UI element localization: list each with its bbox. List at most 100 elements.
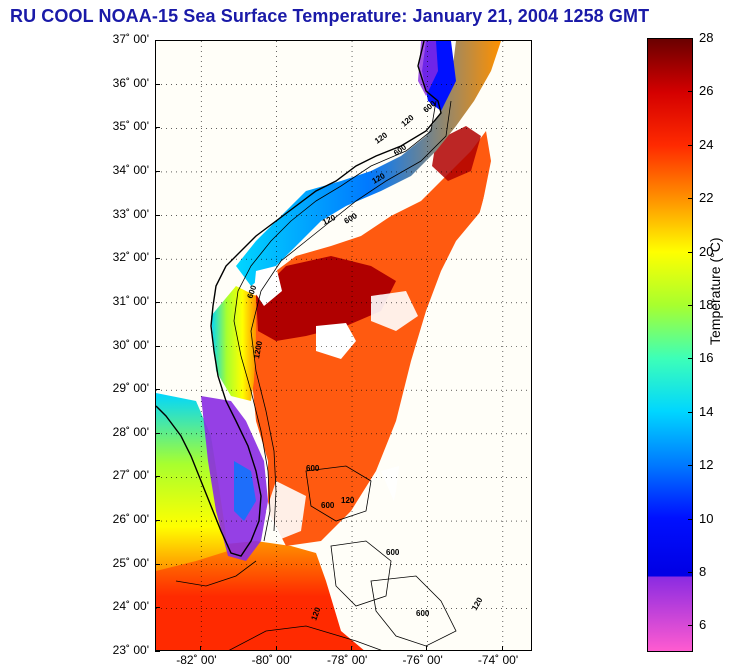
isobath-label: 600	[386, 548, 400, 557]
sst-north-shelf	[236, 41, 501, 286]
colorbar-tick-label: 16	[699, 350, 714, 366]
sst-florida-blue-patch	[234, 461, 256, 521]
lon-tick	[501, 646, 503, 651]
lat-label: 34˚ 00'	[112, 162, 149, 177]
sst-map: 120 600 120 600 120 600 120 600 1200 600 600 120 600…	[155, 40, 532, 651]
lat-label: 30˚ 00'	[112, 337, 149, 352]
sst-gulf-stream	[251, 131, 491, 546]
colorbar-tick-label: 8	[699, 563, 707, 579]
us-east-coastline	[156, 41, 442, 557]
colorbar-tick	[688, 304, 693, 306]
colorbar-tick	[688, 465, 693, 467]
lat-label: 23˚ 00'	[112, 643, 149, 657]
lat-tick	[155, 476, 160, 478]
lon-label: -74˚ 00'	[477, 653, 519, 667]
lat-tick	[155, 301, 160, 303]
sst-shelf-gradient	[211, 286, 256, 401]
lon-label: -76˚ 00'	[402, 653, 443, 667]
isobath-label: 1200	[252, 340, 264, 360]
lat-tick	[155, 563, 160, 565]
colorbar-tick	[688, 518, 693, 520]
lat-tick	[155, 651, 160, 652]
isobath-120	[233, 100, 437, 542]
colorbar-tick	[688, 571, 693, 573]
cuba-coast	[228, 625, 382, 650]
isobath-label: 120	[400, 113, 416, 129]
lat-tick	[155, 83, 160, 85]
lon-tick	[275, 646, 277, 651]
colorbar-tick	[688, 411, 693, 413]
cloud-gap-1	[254, 266, 282, 306]
bahamas-bank-1	[305, 465, 372, 522]
colorbar-tick	[688, 358, 693, 360]
sst-warm-south-region	[156, 541, 364, 650]
lat-tick	[155, 127, 160, 129]
colorbar-tick	[688, 198, 693, 200]
isobath-label: 600	[306, 464, 320, 473]
colorbar-tick-label: 28	[699, 30, 714, 45]
lat-label: 33˚ 00'	[112, 206, 149, 221]
lat-tick	[155, 40, 160, 41]
colorbar-tick-label: 18	[699, 296, 714, 312]
colorbar-tick-label: 6	[699, 617, 707, 633]
colorbar-tick-label: 14	[699, 403, 714, 419]
isobath-label: 120	[341, 496, 355, 505]
lat-tick	[155, 258, 160, 260]
colorbar-tick-label: 26	[699, 83, 714, 99]
lon-label: -80˚ 00'	[251, 653, 292, 667]
lat-label: 28˚ 00'	[112, 424, 149, 439]
colorbar-tick	[688, 144, 693, 146]
lon-label: -82˚ 00'	[176, 653, 217, 667]
isobath-label: 600	[245, 284, 258, 300]
isobath-600	[250, 100, 452, 532]
lat-label: 24˚ 00'	[112, 599, 149, 614]
cloud-gap-2	[316, 323, 356, 359]
colorbar-tick-label: 20	[699, 243, 714, 259]
lat-label: 26˚ 00'	[112, 512, 149, 527]
florida-keys-contour	[175, 560, 257, 587]
colorbar-tick	[688, 251, 693, 253]
lat-label: 36˚ 00'	[112, 75, 149, 90]
temperature-colorbar	[647, 38, 693, 652]
lat-tick	[155, 389, 160, 391]
lat-label: 25˚ 00'	[112, 555, 149, 570]
colorbar-tick-label: 12	[699, 457, 714, 473]
lat-label: 37˚ 00'	[112, 32, 149, 46]
lat-tick	[155, 170, 160, 172]
no-data-northeast	[446, 132, 531, 361]
lat-tick	[155, 214, 160, 216]
isobath-label: 120	[373, 130, 390, 145]
lat-tick	[155, 432, 160, 434]
isobath-label: 600	[416, 609, 430, 618]
sst-map-canvas: 1206001206001206001206001200600600120600…	[156, 41, 531, 650]
map-title: RU COOL NOAA-15 Sea Surface Temperature:…	[10, 6, 650, 26]
bahamas-bank-2	[330, 540, 392, 607]
lat-label: 29˚ 00'	[112, 381, 149, 396]
isobath-label: 600	[343, 211, 360, 226]
lon-tick	[200, 646, 202, 651]
lat-tick	[155, 520, 160, 522]
cloud-gap-3	[371, 291, 418, 331]
colorbar-unit-label: Temperature (°C)	[707, 237, 723, 345]
lon-tick	[426, 646, 428, 651]
isobath-label: 120	[309, 606, 322, 622]
isobath-label: 600	[321, 501, 335, 510]
lon-label: -78˚ 00'	[327, 653, 368, 667]
sst-warm-core	[256, 256, 396, 341]
colorbar-tick-label: 22	[699, 190, 714, 206]
lat-tick	[155, 345, 160, 347]
colorbar-tick	[688, 91, 693, 93]
colorbar-tick-label: 24	[699, 136, 714, 152]
lat-lon-grid	[156, 41, 531, 650]
colorbar-tick	[688, 625, 693, 627]
colorbar-tick	[688, 38, 693, 39]
lat-label: 27˚ 00'	[112, 468, 149, 483]
lat-label: 32˚ 00'	[112, 250, 149, 265]
lat-label: 35˚ 00'	[112, 119, 149, 134]
lat-tick	[155, 607, 160, 609]
bahamas-bank-3	[370, 575, 457, 647]
no-data-offshore	[381, 292, 531, 650]
lat-label: 31˚ 00'	[112, 293, 149, 308]
lon-tick	[351, 646, 353, 651]
colorbar-tick-label: 10	[699, 510, 714, 526]
